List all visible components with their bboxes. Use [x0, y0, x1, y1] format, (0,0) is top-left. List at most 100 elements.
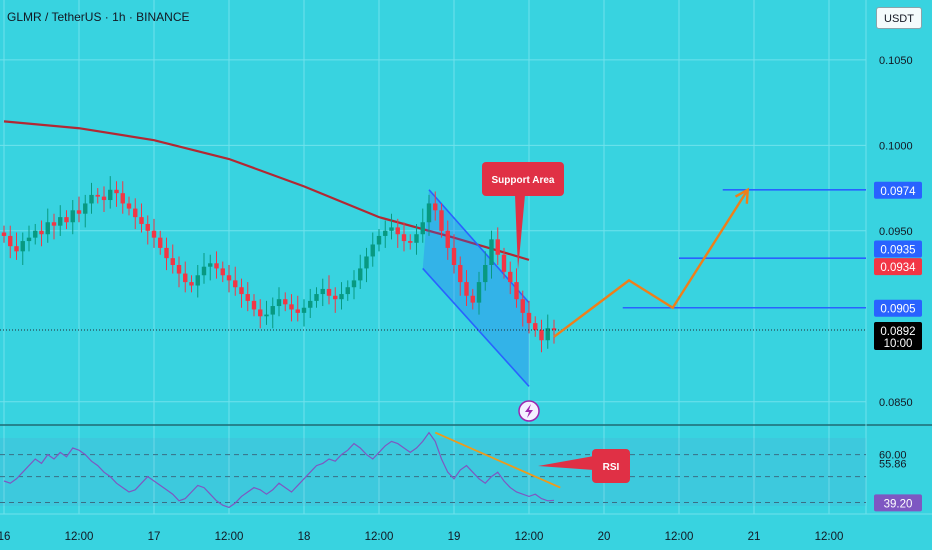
time-tick-label: 12:00: [815, 531, 844, 543]
candle-body: [101, 196, 107, 201]
price-badge-time: 10:00: [884, 338, 913, 350]
candle-body: [470, 295, 475, 303]
support-area-label: Support Area: [492, 175, 555, 186]
time-tick-label: 19: [448, 531, 461, 543]
candle-body: [301, 307, 307, 313]
candle-body: [308, 300, 313, 308]
rsi-value-badge: [874, 494, 922, 512]
candle-body: [320, 288, 325, 295]
candle-body: [408, 241, 413, 243]
candle-body: [451, 247, 457, 265]
rsi-band: [0, 438, 866, 506]
candle-body: [151, 230, 157, 238]
channel-lower-line: [422, 267, 530, 387]
candle-body: [351, 280, 357, 288]
candle-body: [289, 304, 294, 310]
candle-body: [58, 217, 63, 226]
candle-body: [276, 299, 282, 307]
candle-body: [45, 222, 50, 235]
candle-body: [226, 275, 232, 281]
chart-title: GLMR / TetherUS · 1h · BINANCE: [7, 10, 190, 24]
candle-body: [520, 299, 525, 313]
candle-body: [326, 288, 332, 296]
candle-body: [189, 282, 194, 286]
price-badge-label: 0.0934: [880, 262, 916, 274]
time-tick-label: 18: [298, 531, 311, 543]
candle-body: [245, 294, 250, 301]
candle-body: [426, 203, 432, 223]
candle-body: [483, 265, 488, 283]
price-tick-label: 0.0950: [879, 226, 913, 238]
price-tick-label: 0.1000: [879, 140, 913, 152]
rsi-tick-label: 60.00: [879, 450, 907, 462]
candle-body: [145, 223, 150, 231]
price-badge: [874, 321, 922, 350]
candle-body: [314, 294, 319, 301]
price-badge: [874, 299, 922, 317]
candle-body: [251, 300, 257, 310]
candle-body: [158, 237, 163, 248]
currency-selector[interactable]: USDT: [876, 7, 922, 29]
price-tick-label: 0.1050: [879, 55, 913, 67]
candle-body: [458, 265, 463, 283]
candle-body: [214, 263, 219, 269]
rsi-callout-label: RSI: [603, 462, 620, 473]
time-tick-label: 12:00: [665, 531, 694, 543]
candle-body: [508, 271, 513, 283]
candle-body: [264, 314, 269, 317]
candle-body: [439, 210, 444, 231]
candle-body: [345, 287, 350, 295]
candle-body: [464, 282, 469, 296]
candle-body: [433, 203, 438, 211]
rsi-value-label: 39.20: [884, 498, 913, 510]
time-tick-label: 20: [598, 531, 611, 543]
candle-body: [164, 247, 169, 259]
candle-body: [501, 254, 507, 272]
candle-body: [26, 237, 32, 242]
time-tick-label: 16: [0, 531, 10, 543]
candle-body: [295, 309, 300, 313]
candle-body: [364, 256, 369, 269]
candle-body: [126, 203, 132, 209]
rsi-tick-label: 55.86: [879, 459, 907, 471]
price-badge: [874, 240, 922, 258]
projection-path: [553, 189, 749, 338]
candle-body: [539, 329, 544, 341]
candle-body: [414, 234, 419, 243]
projection-arrowhead: [734, 187, 750, 204]
price-badge-label: 0.0892: [880, 326, 915, 338]
candle-body: [170, 258, 175, 265]
candle-body: [445, 230, 450, 248]
price-badge-label: 0.0974: [880, 186, 916, 198]
candle-body: [220, 268, 225, 276]
candle-body: [551, 328, 557, 330]
candle-body: [120, 193, 125, 204]
candle-body: [283, 299, 288, 305]
candle-body: [108, 189, 113, 201]
support-area-pointer: [515, 195, 525, 270]
candle-body: [176, 265, 182, 274]
candle-body: [201, 266, 207, 276]
candle-body: [89, 194, 94, 204]
channel-upper-line: [428, 189, 530, 304]
candle-body: [370, 244, 375, 257]
candle-body: [208, 263, 213, 267]
time-tick-label: 21: [748, 531, 761, 543]
lightning-icon-glyph: [525, 404, 533, 418]
rsi-callout: [592, 449, 630, 483]
candle-body: [70, 210, 75, 223]
candle-body: [133, 208, 138, 218]
time-tick-label: 17: [148, 531, 161, 543]
time-tick-label: 12:00: [515, 531, 544, 543]
candle-body: [420, 222, 425, 235]
candle-body: [401, 234, 407, 242]
candle-body: [545, 328, 550, 341]
price-badge: [874, 258, 922, 276]
candle-body: [20, 241, 25, 252]
candle-body: [476, 282, 482, 303]
candle-body: [239, 287, 244, 295]
candle-body: [339, 294, 344, 300]
candle-body: [358, 268, 363, 281]
